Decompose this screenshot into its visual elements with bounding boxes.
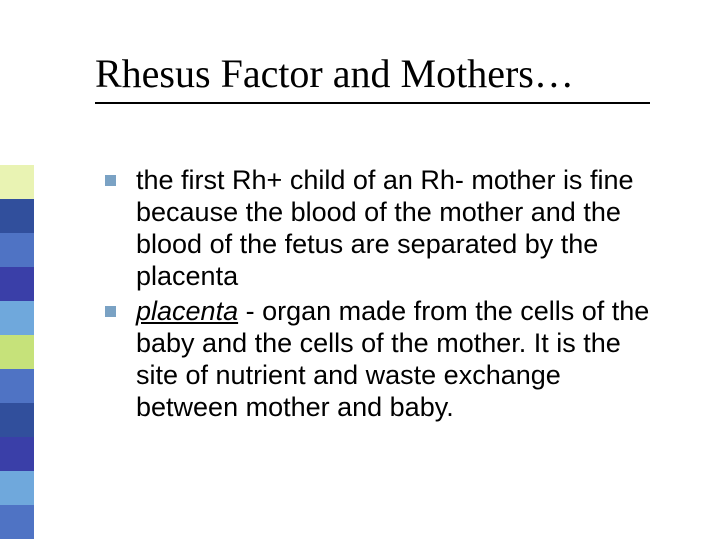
sidebar-block: [0, 233, 34, 267]
slide-title: Rhesus Factor and Mothers…: [95, 50, 574, 97]
sidebar-block: [0, 267, 34, 301]
sidebar-block: [0, 471, 34, 505]
sidebar-block: [0, 199, 34, 233]
term-placenta: placenta: [136, 296, 238, 326]
square-bullet-icon: [105, 175, 116, 186]
square-bullet-icon: [105, 306, 116, 317]
sidebar-decoration: [0, 165, 34, 539]
slide: Rhesus Factor and Mothers… the first Rh+…: [0, 0, 720, 540]
sidebar-block: [0, 369, 34, 403]
title-underline: [95, 102, 650, 104]
sidebar-block: [0, 403, 34, 437]
bullet-text: the first Rh+ child of an Rh- mother is …: [136, 165, 670, 292]
sidebar-block: [0, 165, 34, 199]
sidebar-block: [0, 505, 34, 539]
bullet-text: placenta - organ made from the cells of …: [136, 296, 670, 423]
slide-content: the first Rh+ child of an Rh- mother is …: [105, 165, 670, 428]
bullet-item: the first Rh+ child of an Rh- mother is …: [105, 165, 670, 292]
sidebar-block: [0, 301, 34, 335]
sidebar-block: [0, 335, 34, 369]
sidebar-block: [0, 437, 34, 471]
bullet-item: placenta - organ made from the cells of …: [105, 296, 670, 423]
